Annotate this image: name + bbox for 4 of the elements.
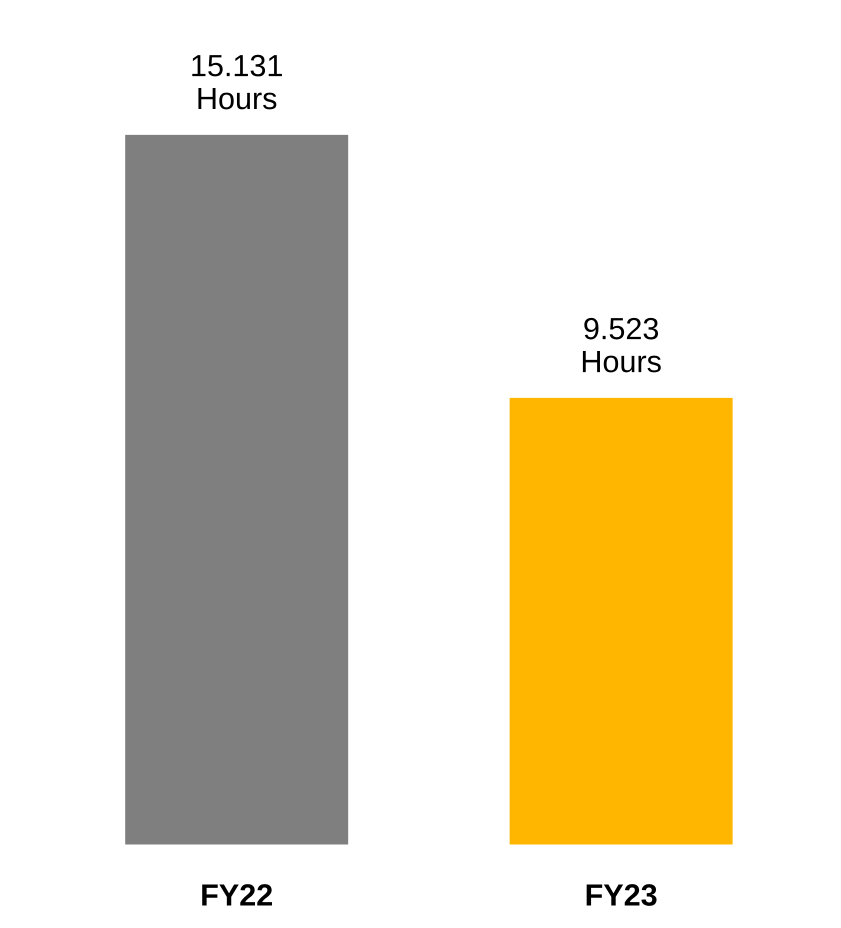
data-label: 15.131 Hours [192,54,282,110]
x-tick-label: FY23 [586,884,657,906]
x-tick-label: FY22 [202,884,272,906]
data-label: 9.523 Hours [582,318,661,372]
